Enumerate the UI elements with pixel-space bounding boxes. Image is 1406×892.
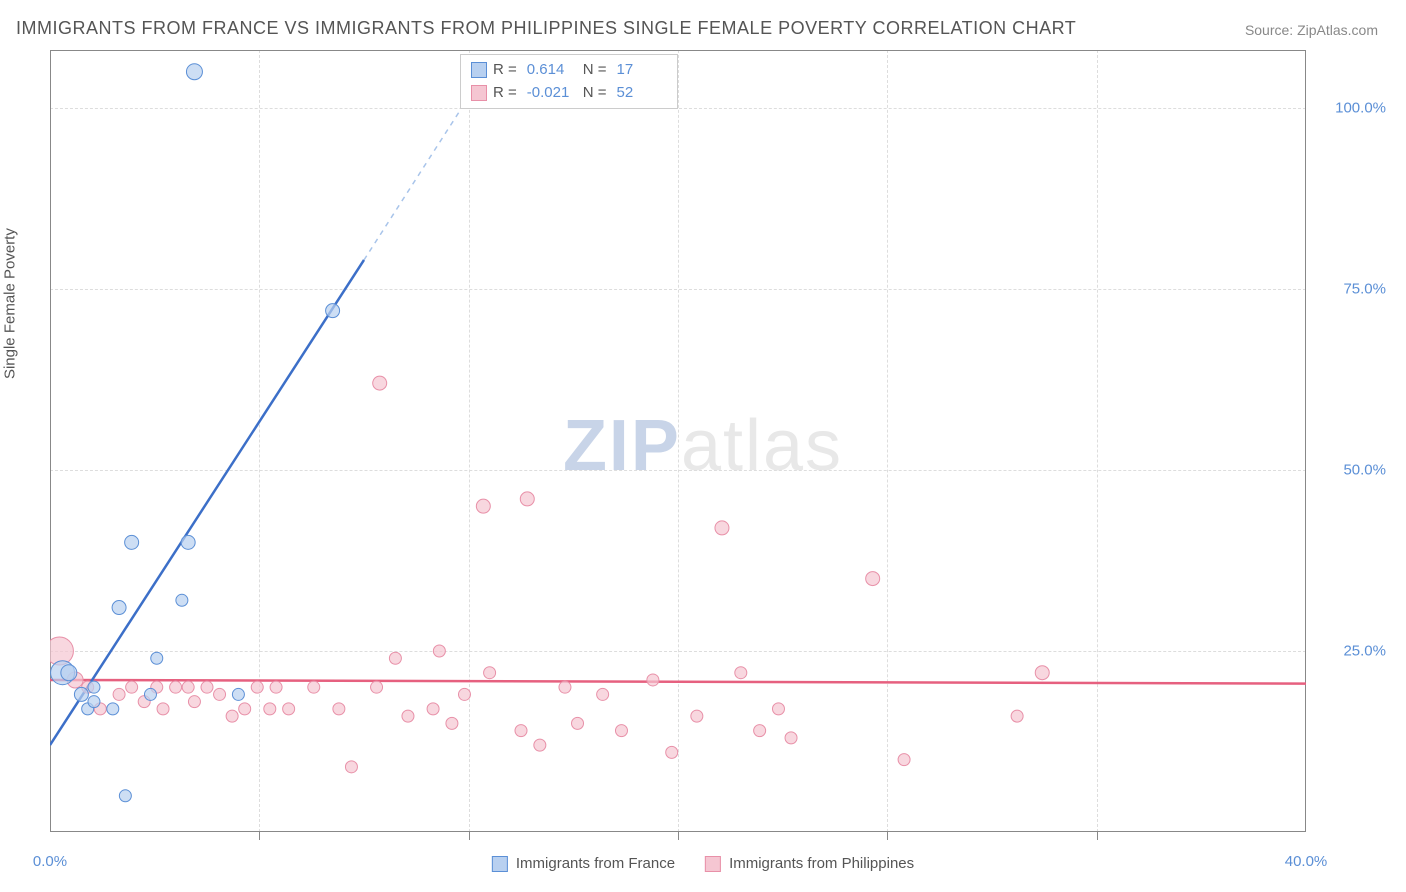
data-point	[182, 681, 194, 693]
data-point	[283, 703, 295, 715]
correlation-legend: R = 0.614 N = 17 R = -0.021 N = 52	[460, 54, 678, 109]
data-point	[597, 688, 609, 700]
data-point	[112, 601, 126, 615]
chart-container: IMMIGRANTS FROM FRANCE VS IMMIGRANTS FRO…	[0, 0, 1406, 892]
data-point	[170, 681, 182, 693]
data-point	[125, 535, 139, 549]
n-label: N =	[583, 59, 607, 82]
source-attribution: Source: ZipAtlas.com	[1245, 22, 1378, 38]
trend-line	[50, 680, 1306, 684]
n-value-philippines: 52	[617, 82, 667, 105]
data-point	[226, 710, 238, 722]
x-tick-mark	[259, 832, 260, 840]
data-point	[126, 681, 138, 693]
data-point	[898, 754, 910, 766]
y-tick-label: 75.0%	[1343, 280, 1386, 297]
y-tick-label: 25.0%	[1343, 642, 1386, 659]
data-point	[113, 688, 125, 700]
data-point	[785, 732, 797, 744]
legend-row-france: R = 0.614 N = 17	[471, 59, 667, 82]
data-point	[232, 688, 244, 700]
scatter-plot	[50, 50, 1306, 832]
swatch-pink-icon	[705, 856, 721, 872]
data-point	[484, 667, 496, 679]
data-point	[88, 696, 100, 708]
y-tick-label: 50.0%	[1343, 461, 1386, 478]
data-point	[754, 725, 766, 737]
trend-line	[50, 260, 364, 745]
legend-label-philippines: Immigrants from Philippines	[729, 855, 914, 872]
data-point	[1011, 710, 1023, 722]
data-point	[520, 492, 534, 506]
r-value-france: 0.614	[527, 59, 577, 82]
data-point	[572, 717, 584, 729]
data-point	[515, 725, 527, 737]
y-axis-label: Single Female Poverty	[2, 228, 19, 379]
data-point	[534, 739, 546, 751]
data-point	[345, 761, 357, 773]
series-legend: Immigrants from France Immigrants from P…	[492, 855, 914, 872]
data-point	[476, 499, 490, 513]
data-point	[433, 645, 445, 657]
data-point	[402, 710, 414, 722]
n-label: N =	[583, 82, 607, 105]
x-tick-mark	[1097, 832, 1098, 840]
data-point	[119, 790, 131, 802]
swatch-blue-icon	[471, 62, 487, 78]
data-point	[74, 687, 88, 701]
data-point	[371, 681, 383, 693]
data-point	[691, 710, 703, 722]
data-point	[264, 703, 276, 715]
x-tick-mark	[469, 832, 470, 840]
data-point	[251, 681, 263, 693]
data-point	[389, 652, 401, 664]
legend-item-france: Immigrants from France	[492, 855, 675, 872]
data-point	[715, 521, 729, 535]
r-value-philippines: -0.021	[527, 82, 577, 105]
data-point	[446, 717, 458, 729]
data-point	[157, 703, 169, 715]
data-point	[181, 535, 195, 549]
legend-item-philippines: Immigrants from Philippines	[705, 855, 914, 872]
data-point	[308, 681, 320, 693]
data-point	[666, 746, 678, 758]
legend-label-france: Immigrants from France	[516, 855, 675, 872]
data-point	[186, 64, 202, 80]
data-point	[188, 696, 200, 708]
x-tick-mark	[678, 832, 679, 840]
swatch-blue-icon	[492, 856, 508, 872]
data-point	[107, 703, 119, 715]
data-point	[373, 376, 387, 390]
x-tick-label: 40.0%	[1285, 853, 1328, 870]
data-point	[88, 681, 100, 693]
swatch-pink-icon	[471, 85, 487, 101]
data-point	[615, 725, 627, 737]
legend-row-philippines: R = -0.021 N = 52	[471, 82, 667, 105]
data-point	[458, 688, 470, 700]
n-value-france: 17	[617, 59, 667, 82]
y-tick-label: 100.0%	[1335, 99, 1386, 116]
data-point	[772, 703, 784, 715]
data-point	[214, 688, 226, 700]
data-point	[144, 688, 156, 700]
r-label: R =	[493, 59, 517, 82]
data-point	[866, 572, 880, 586]
data-point	[326, 304, 340, 318]
data-point	[176, 594, 188, 606]
data-point	[735, 667, 747, 679]
data-point	[647, 674, 659, 686]
data-point	[61, 665, 77, 681]
data-point	[333, 703, 345, 715]
chart-title: IMMIGRANTS FROM FRANCE VS IMMIGRANTS FRO…	[16, 18, 1076, 39]
data-point	[201, 681, 213, 693]
data-point	[270, 681, 282, 693]
data-point	[1035, 666, 1049, 680]
x-tick-mark	[887, 832, 888, 840]
data-point	[559, 681, 571, 693]
data-point	[427, 703, 439, 715]
data-point	[151, 652, 163, 664]
x-tick-label: 0.0%	[33, 853, 67, 870]
r-label: R =	[493, 82, 517, 105]
data-point	[239, 703, 251, 715]
